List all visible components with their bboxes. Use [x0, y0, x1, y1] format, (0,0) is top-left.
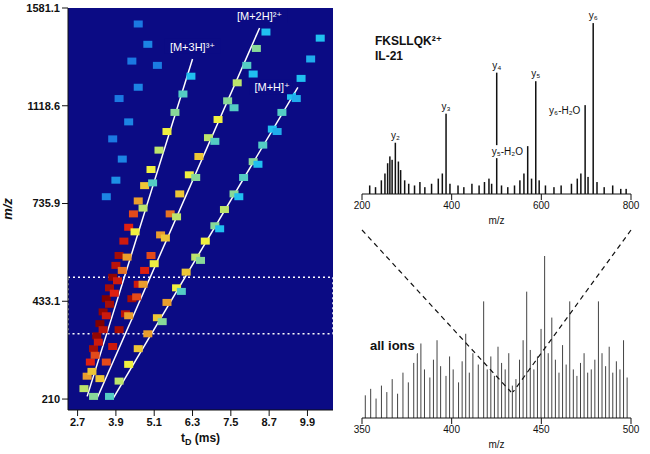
html-text:IL-21: IL-21 [375, 49, 403, 63]
svg-text:m/z: m/z [488, 215, 504, 226]
svg-text:500: 500 [623, 424, 640, 435]
svg-text:735.9: 735.9 [32, 197, 60, 209]
svg-text:[M+2H]²⁺: [M+2H]²⁺ [237, 10, 282, 22]
html-text:FKSLLQK²⁺: FKSLLQK²⁺ [375, 34, 442, 48]
svg-text:1581.1: 1581.1 [26, 2, 60, 14]
svg-text:6.3: 6.3 [185, 416, 200, 428]
svg-text:200: 200 [354, 200, 371, 211]
svg-text:[M+H]⁺: [M+H]⁺ [254, 81, 290, 93]
svg-text:8.7: 8.7 [261, 416, 276, 428]
svg-text:210: 210 [42, 393, 60, 405]
svg-text:400: 400 [443, 424, 460, 435]
html-text:tD(ms): tD(ms) [180, 431, 221, 448]
svg-text:400: 400 [443, 200, 460, 211]
svg-text:m/z: m/z [0, 198, 15, 220]
svg-text:350: 350 [354, 424, 371, 435]
svg-text:600: 600 [533, 200, 550, 211]
svg-text:m/z: m/z [488, 439, 504, 450]
html-text:all ions: all ions [370, 338, 415, 353]
svg-text:3.9: 3.9 [108, 416, 123, 428]
svg-text:y₆: y₆ [589, 10, 598, 21]
svg-text:y₅-H₂O: y₅-H₂O [492, 146, 523, 157]
svg-text:5.1: 5.1 [147, 416, 162, 428]
svg-text:7.5: 7.5 [223, 416, 238, 428]
svg-text:y₂: y₂ [391, 130, 400, 141]
svg-text:1118.6: 1118.6 [28, 100, 60, 112]
svg-text:450: 450 [533, 424, 550, 435]
svg-text:y₆-H₂O: y₆-H₂O [549, 105, 580, 116]
svg-text:y₅: y₅ [531, 68, 540, 79]
svg-text:800: 800 [623, 200, 640, 211]
svg-text:y₄: y₄ [492, 60, 501, 71]
svg-text:2.7: 2.7 [70, 416, 85, 428]
svg-text:433.1: 433.1 [32, 295, 60, 307]
svg-text:[M+3H]³⁺: [M+3H]³⁺ [170, 41, 215, 53]
svg-text:9.9: 9.9 [300, 416, 315, 428]
svg-text:y₃: y₃ [442, 101, 451, 112]
